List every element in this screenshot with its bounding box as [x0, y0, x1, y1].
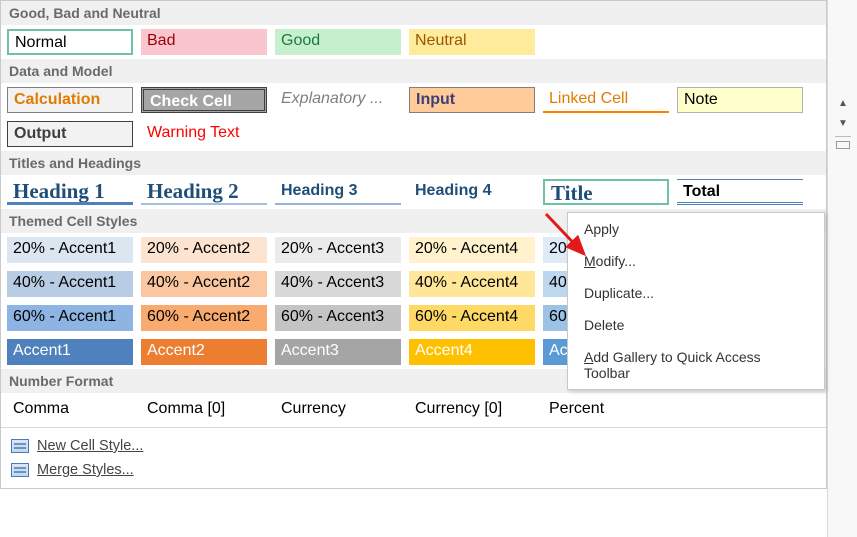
row-data-model-1: Calculation Check Cell Explanatory ... Inpu…: [1, 83, 826, 117]
style-calculation[interactable]: Calculation: [7, 87, 133, 113]
menu-duplicate[interactable]: Duplicate...: [568, 277, 824, 309]
style-neutral[interactable]: Neutral: [409, 29, 535, 55]
gallery-footer: New Cell Style... Merge Styles...: [1, 427, 826, 488]
new-cell-style-label: New Cell Style...: [37, 438, 143, 454]
style-accent2[interactable]: Accent2: [141, 339, 267, 365]
style-60-accent2[interactable]: 60% - Accent2: [141, 305, 267, 331]
merge-styles-button[interactable]: Merge Styles...: [11, 458, 816, 482]
side-scroll-area: ▲ ▼: [827, 0, 857, 537]
style-total[interactable]: Total: [677, 179, 803, 205]
style-20-accent4[interactable]: 20% - Accent4: [409, 237, 535, 263]
row-good-bad: Normal Bad Good Neutral: [1, 25, 826, 59]
style-60-accent1[interactable]: 60% - Accent1: [7, 305, 133, 331]
style-heading2[interactable]: Heading 2: [141, 179, 267, 205]
row-titles-headings: Heading 1 Heading 2 Heading 3 Heading 4 Titl…: [1, 175, 826, 209]
style-accent1[interactable]: Accent1: [7, 339, 133, 365]
style-input[interactable]: Input: [409, 87, 535, 113]
style-60-accent4[interactable]: 60% - Accent4: [409, 305, 535, 331]
new-cell-style-button[interactable]: New Cell Style...: [11, 434, 816, 458]
menu-modify[interactable]: Modify...: [568, 245, 824, 277]
style-explanatory[interactable]: Explanatory ...: [275, 87, 401, 113]
cell-style-icon: [11, 439, 29, 453]
style-linkedcell[interactable]: Linked Cell: [543, 87, 669, 113]
style-normal[interactable]: Normal: [7, 29, 133, 55]
style-40-accent1[interactable]: 40% - Accent1: [7, 271, 133, 297]
style-20-accent1[interactable]: 20% - Accent1: [7, 237, 133, 263]
separator: [835, 136, 851, 137]
style-title[interactable]: Title: [543, 179, 669, 205]
merge-styles-label: Merge Styles...: [37, 462, 134, 478]
row-data-model-2: Output Warning Text: [1, 117, 826, 151]
style-warningtext[interactable]: Warning Text: [141, 121, 267, 147]
style-accent3[interactable]: Accent3: [275, 339, 401, 365]
row-number-format: Comma Comma [0] Currency Currency [0] Percen…: [1, 393, 826, 427]
style-40-accent4[interactable]: 40% - Accent4: [409, 271, 535, 297]
style-comma[interactable]: Comma: [7, 397, 133, 423]
style-bad[interactable]: Bad: [141, 29, 267, 55]
section-header-good-bad: Good, Bad and Neutral: [1, 1, 826, 25]
scroll-up-icon[interactable]: ▲: [835, 96, 851, 112]
style-40-accent3[interactable]: 40% - Accent3: [275, 271, 401, 297]
style-currency[interactable]: Currency: [275, 397, 401, 423]
style-good[interactable]: Good: [275, 29, 401, 55]
menu-add-gallery[interactable]: Add Gallery to Quick Access Toolbar: [568, 341, 824, 389]
merge-styles-icon: [11, 463, 29, 477]
scroll-handle-icon[interactable]: [836, 141, 850, 149]
style-output[interactable]: Output: [7, 121, 133, 147]
menu-apply[interactable]: Apply: [568, 213, 824, 245]
style-heading1[interactable]: Heading 1: [7, 179, 133, 205]
scroll-down-icon[interactable]: ▼: [835, 116, 851, 132]
style-heading4[interactable]: Heading 4: [409, 179, 535, 205]
style-comma-0-[interactable]: Comma [0]: [141, 397, 267, 423]
style-percent[interactable]: Percent: [543, 397, 669, 423]
style-60-accent3[interactable]: 60% - Accent3: [275, 305, 401, 331]
style-currency-0-[interactable]: Currency [0]: [409, 397, 535, 423]
style-note[interactable]: Note: [677, 87, 803, 113]
style-40-accent2[interactable]: 40% - Accent2: [141, 271, 267, 297]
style-20-accent3[interactable]: 20% - Accent3: [275, 237, 401, 263]
style-20-accent2[interactable]: 20% - Accent2: [141, 237, 267, 263]
section-header-titles: Titles and Headings: [1, 151, 826, 175]
menu-delete[interactable]: Delete: [568, 309, 824, 341]
style-checkcell[interactable]: Check Cell: [141, 87, 267, 113]
style-accent4[interactable]: Accent4: [409, 339, 535, 365]
section-header-data-model: Data and Model: [1, 59, 826, 83]
style-heading3[interactable]: Heading 3: [275, 179, 401, 205]
context-menu: Apply Modify... Duplicate... Delete Add …: [567, 212, 825, 390]
